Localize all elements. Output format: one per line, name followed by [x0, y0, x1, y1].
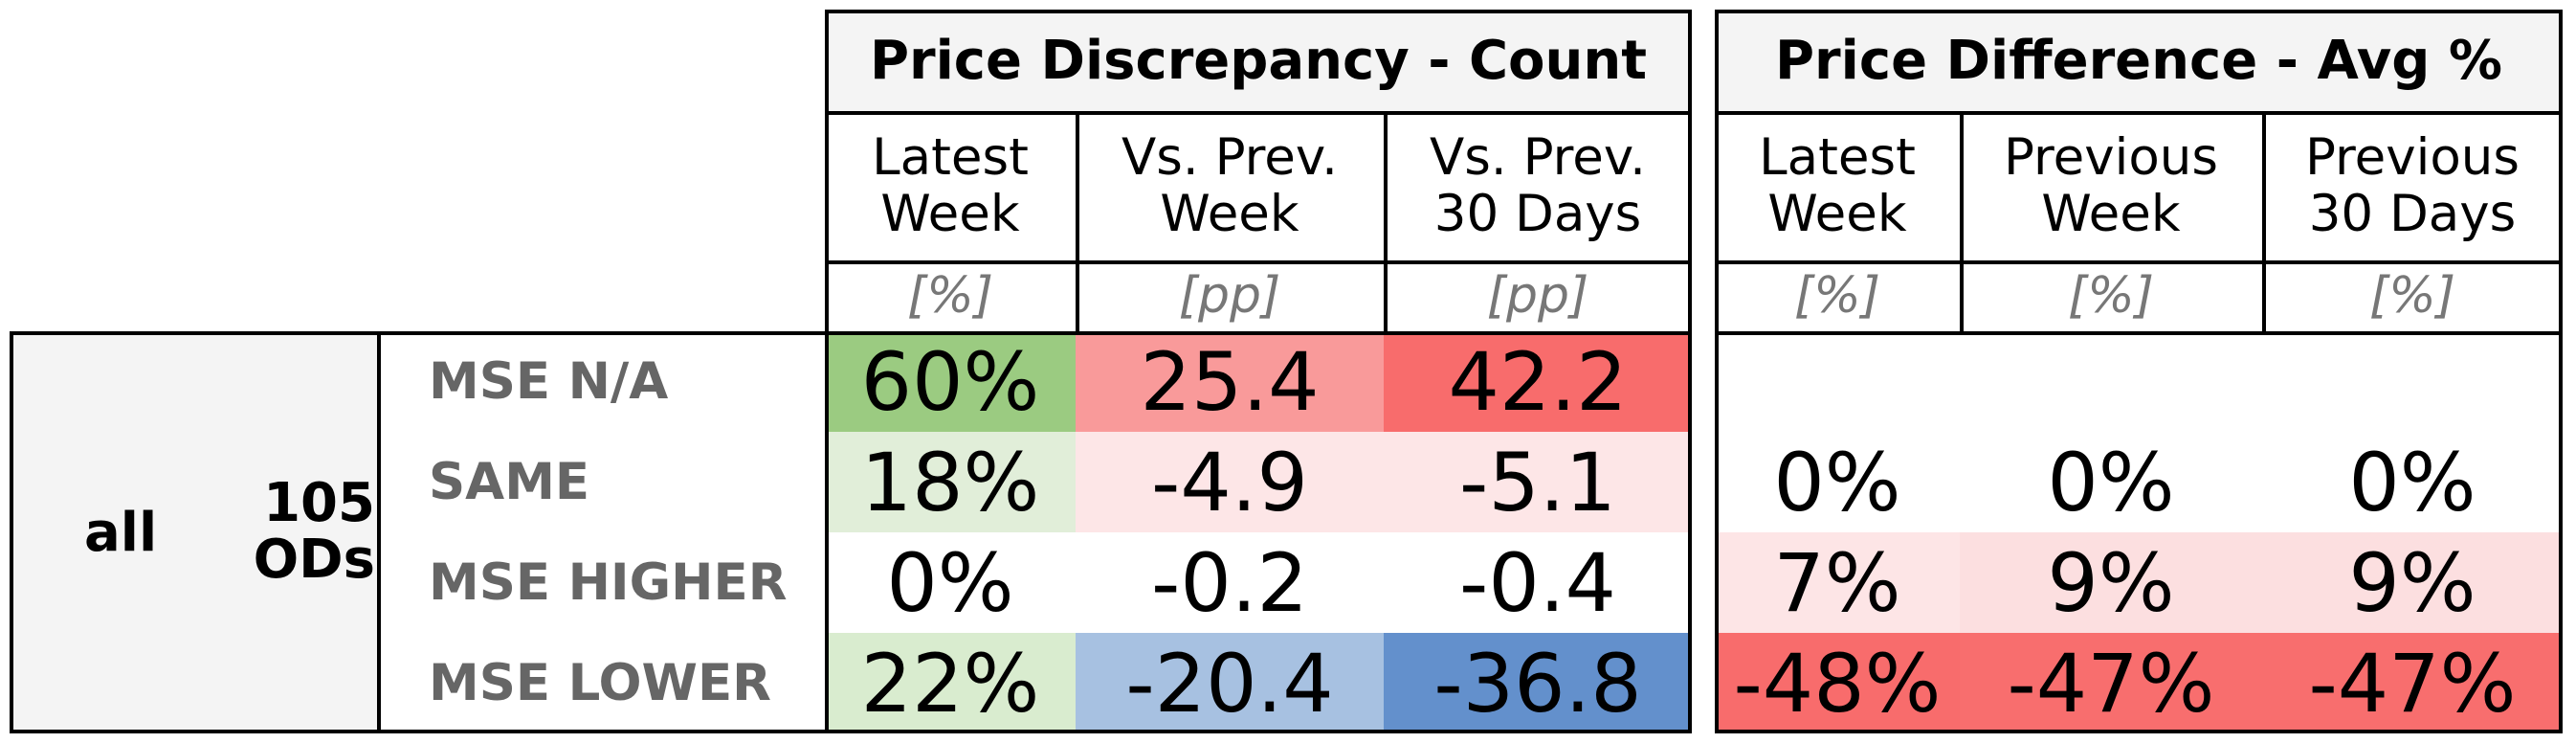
unit-rule: [825, 331, 1692, 335]
column-unit: [pp]: [1486, 267, 1589, 325]
title-rule: [825, 111, 1692, 115]
column-unit: [%]: [1794, 267, 1880, 325]
data-cell: [2262, 331, 2563, 432]
data-cell: 0%: [825, 532, 1076, 633]
data-cell: [1715, 331, 1960, 432]
group-label-background: [13, 335, 377, 730]
data-cell: [1960, 331, 2262, 432]
data-cell: -47%: [2262, 633, 2563, 733]
data-cell: 42.2: [1384, 331, 1692, 432]
section-frame: [1715, 10, 2563, 733]
column-rule: [1960, 111, 1964, 335]
section-title: Price Difference - Avg %: [1715, 10, 2563, 111]
data-cell: 0%: [2262, 432, 2563, 532]
row-label: SAME: [429, 453, 590, 511]
data-cell: 9%: [2262, 532, 2563, 633]
row-label: MSE N/A: [429, 352, 669, 411]
header-rule: [1715, 260, 2563, 264]
data-cell: -4.9: [1076, 432, 1384, 532]
column-header: Latest Week: [872, 127, 1029, 243]
group-count-label: 105 ODs: [253, 472, 375, 591]
unit-rule: [1715, 331, 2563, 335]
column-unit: [%]: [907, 267, 993, 325]
column-header: Vs. Prev. Week: [1121, 127, 1338, 243]
section-title: Price Discrepancy - Count: [825, 10, 1692, 111]
column-header: Vs. Prev. 30 Days: [1430, 127, 1646, 243]
group-label: all: [84, 501, 158, 564]
data-cell: -36.8: [1384, 633, 1692, 733]
data-cell: 25.4: [1076, 331, 1384, 432]
column-rule: [1076, 111, 1079, 335]
section-frame: [825, 10, 1692, 733]
column-unit: [%]: [2068, 267, 2154, 325]
data-cell: 22%: [825, 633, 1076, 733]
column-unit: [%]: [2369, 267, 2455, 325]
column-rule: [1384, 111, 1388, 335]
group-divider: [377, 331, 381, 733]
row-label: MSE HIGHER: [429, 553, 788, 612]
data-cell: 18%: [825, 432, 1076, 532]
data-cell: 7%: [1715, 532, 1960, 633]
data-cell: -47%: [1960, 633, 2262, 733]
column-header: Latest Week: [1759, 127, 1916, 243]
data-cell: 9%: [1960, 532, 2262, 633]
column-rule: [2262, 111, 2266, 335]
column-header: Previous 30 Days: [2305, 127, 2520, 243]
data-cell: -48%: [1715, 633, 1960, 733]
row-label: MSE LOWER: [429, 654, 771, 712]
column-unit: [pp]: [1178, 267, 1281, 325]
data-cell: -20.4: [1076, 633, 1384, 733]
data-cell: 0%: [1960, 432, 2262, 532]
title-rule: [1715, 111, 2563, 115]
data-cell: 0%: [1715, 432, 1960, 532]
data-cell: -5.1: [1384, 432, 1692, 532]
data-cell: -0.2: [1076, 532, 1384, 633]
header-rule: [825, 260, 1692, 264]
data-cell: 60%: [825, 331, 1076, 432]
column-header: Previous Week: [2004, 127, 2218, 243]
data-cell: -0.4: [1384, 532, 1692, 633]
